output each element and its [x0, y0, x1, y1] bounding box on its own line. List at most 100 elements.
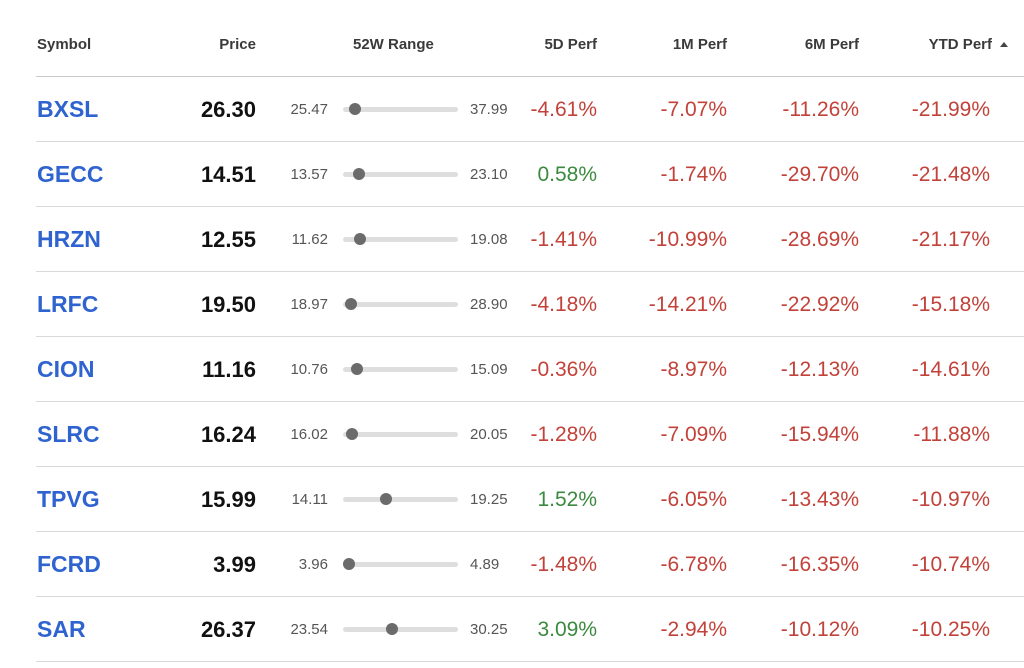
range-position-marker	[354, 233, 367, 245]
perf-1m-cell: -2.94%	[660, 618, 727, 641]
perf-5d-cell: 1.52%	[537, 488, 597, 511]
price-cell: 15.99	[200, 487, 256, 512]
symbol-link[interactable]: GECC	[37, 161, 104, 187]
price-cell: 12.55	[200, 227, 256, 252]
perf-ytd-cell: -21.99%	[911, 98, 990, 121]
range-position-marker	[346, 428, 359, 440]
perf-1m-cell: -7.07%	[660, 98, 727, 121]
table-row[interactable]: TPVG 15.99 14.11 19.25 1.52% -6.05% -13.43% -10…	[0, 467, 1024, 532]
table-header: Symbol Price 52W Range 5D Perf 1M Perf 6…	[0, 0, 1024, 76]
column-header-ytd-label: YTD Perf	[928, 36, 992, 53]
perf-5d-cell: -4.18%	[530, 293, 597, 316]
symbol-link[interactable]: LRFC	[37, 291, 99, 317]
range-bar	[343, 623, 458, 635]
table-row[interactable]: SAR 26.37 23.54 30.25 3.09% -2.94% -10.12% -10.…	[0, 597, 1024, 662]
range-low: 10.76	[290, 361, 328, 378]
perf-1m-cell: -8.97%	[660, 358, 727, 381]
perf-ytd-cell: -14.61%	[911, 358, 990, 381]
perf-1m-cell: -10.99%	[648, 228, 727, 251]
range-bar	[343, 298, 458, 310]
column-header-symbol[interactable]: Symbol	[37, 36, 92, 53]
symbol-link[interactable]: CION	[37, 356, 95, 382]
perf-6m-cell: -28.69%	[780, 228, 859, 251]
range-bar	[343, 233, 458, 245]
perf-5d-cell: -0.36%	[530, 358, 597, 381]
column-header-price[interactable]: Price	[219, 36, 256, 53]
range-bar	[343, 103, 458, 115]
perf-ytd-cell: -21.48%	[911, 163, 990, 186]
perf-6m-cell: -22.92%	[780, 293, 859, 316]
range-position-marker	[348, 103, 361, 115]
range-position-marker	[345, 298, 358, 310]
symbol-link[interactable]: SAR	[37, 616, 86, 642]
range-position-marker	[379, 493, 392, 505]
perf-ytd-cell: -10.25%	[911, 618, 990, 641]
range-position-marker	[342, 558, 355, 570]
price-cell: 11.16	[202, 357, 256, 382]
perf-6m-cell: -29.70%	[780, 163, 859, 186]
perf-6m-cell: -11.26%	[782, 98, 859, 121]
perf-5d-cell: 0.58%	[537, 163, 597, 186]
range-bar	[343, 168, 458, 180]
price-cell: 3.99	[213, 552, 256, 577]
perf-6m-cell: -10.12%	[780, 618, 859, 641]
price-cell: 26.30	[200, 97, 256, 122]
range-position-marker	[350, 363, 363, 375]
range-bar	[343, 428, 458, 440]
range-position-marker	[386, 623, 399, 635]
perf-5d-cell: 3.09%	[537, 618, 597, 641]
range-low: 23.54	[290, 621, 328, 638]
perf-6m-cell: -15.94%	[780, 423, 859, 446]
perf-5d-cell: -1.28%	[530, 423, 597, 446]
perf-6m-cell: -12.13%	[780, 358, 859, 381]
range-high: 20.05	[470, 426, 508, 443]
range-high: 30.25	[470, 621, 508, 638]
perf-ytd-cell: -11.88%	[913, 423, 990, 446]
symbol-link[interactable]: SLRC	[37, 421, 100, 447]
range-high: 28.90	[470, 296, 508, 313]
range-high: 4.89	[470, 556, 500, 573]
perf-1m-cell: -14.21%	[648, 293, 727, 316]
range-bar	[343, 363, 458, 375]
column-header-1m-perf[interactable]: 1M Perf	[672, 36, 727, 53]
column-header-ytd-perf[interactable]: YTD Perf	[929, 36, 1008, 53]
table-row[interactable]: LRFC 19.50 18.97 28.90 -4.18% -14.21% -22.92% -…	[0, 272, 1024, 337]
price-cell: 14.51	[200, 162, 256, 187]
range-position-marker	[353, 168, 366, 180]
symbol-link[interactable]: HRZN	[37, 226, 101, 252]
symbol-link[interactable]: FCRD	[37, 551, 101, 577]
perf-6m-cell: -16.35%	[780, 553, 859, 576]
price-cell: 16.24	[200, 422, 256, 447]
table-row[interactable]: FCRD 3.99 3.96 4.89 -1.48% -6.78% -16.35% -10.7…	[0, 532, 1024, 597]
range-high: 19.25	[470, 491, 508, 508]
column-header-52w-range[interactable]: 52W Range	[353, 36, 434, 53]
perf-1m-cell: -7.09%	[660, 423, 727, 446]
range-high: 37.99	[470, 101, 508, 118]
range-low: 3.96	[298, 556, 328, 573]
symbol-link[interactable]: BXSL	[37, 96, 99, 122]
column-header-5d-perf[interactable]: 5D Perf	[544, 36, 597, 53]
symbol-link[interactable]: TPVG	[37, 486, 100, 512]
table-row[interactable]: CION 11.16 10.76 15.09 -0.36% -8.97% -12.13% -1…	[0, 337, 1024, 402]
perf-ytd-cell: -21.17%	[911, 228, 990, 251]
table-row[interactable]: BXSL 26.30 25.47 37.99 -4.61% -7.07% -11.26% -2…	[0, 77, 1024, 142]
perf-6m-cell: -13.43%	[780, 488, 859, 511]
table-body: BXSL 26.30 25.47 37.99 -4.61% -7.07% -11.26% -2…	[0, 77, 1024, 662]
table-row[interactable]: SLRC 16.24 16.02 20.05 -1.28% -7.09% -15.94% -1…	[0, 402, 1024, 467]
range-low: 18.97	[290, 296, 328, 313]
price-cell: 19.50	[200, 292, 256, 317]
column-header-6m-perf[interactable]: 6M Perf	[804, 36, 859, 53]
range-high: 19.08	[470, 231, 508, 248]
perf-ytd-cell: -10.74%	[911, 553, 990, 576]
range-low: 14.11	[291, 491, 328, 508]
perf-5d-cell: -1.48%	[530, 553, 597, 576]
perf-5d-cell: -1.41%	[530, 228, 597, 251]
table-row[interactable]: GECC 14.51 13.57 23.10 0.58% -1.74% -29.70% -21…	[0, 142, 1024, 207]
perf-ytd-cell: -10.97%	[911, 488, 990, 511]
sort-ascending-icon[interactable]	[1000, 42, 1008, 47]
price-cell: 26.37	[200, 617, 256, 642]
range-low: 16.02	[290, 426, 328, 443]
range-low: 25.47	[290, 101, 328, 118]
table-row[interactable]: HRZN 12.55 11.62 19.08 -1.41% -10.99% -28.69% -…	[0, 207, 1024, 272]
range-high: 15.09	[470, 361, 508, 378]
